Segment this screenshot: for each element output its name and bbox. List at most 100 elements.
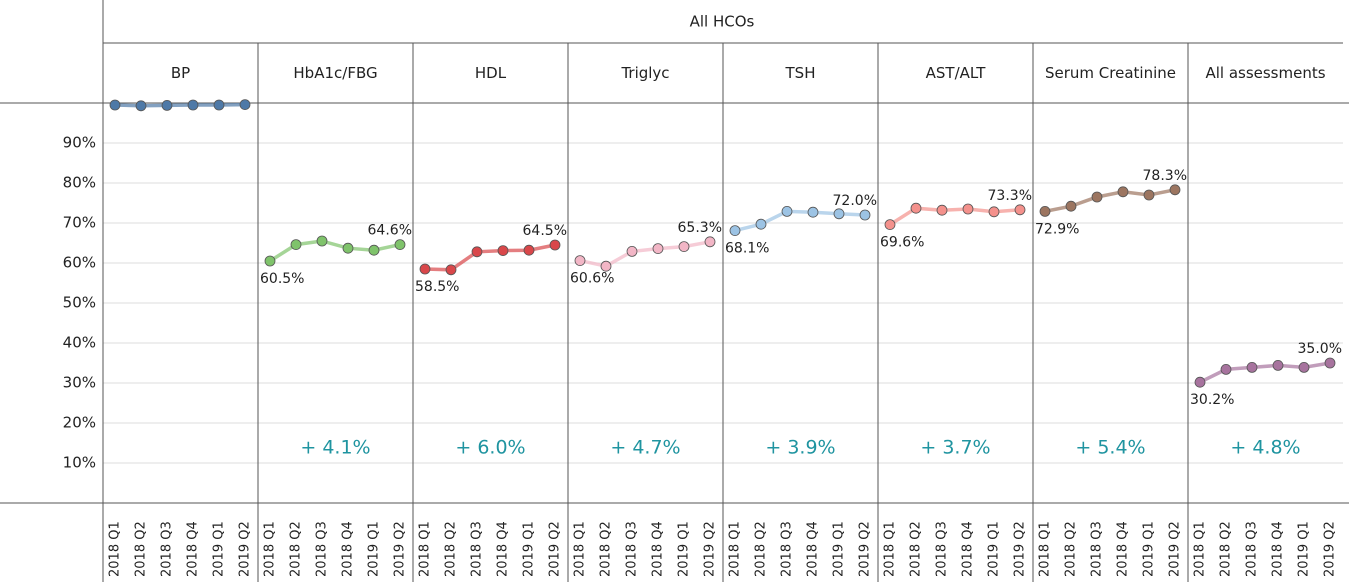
x-tick-label: 2019 Q2 [548,521,563,577]
x-tick-label: 2018 Q3 [470,521,485,577]
point [910,202,922,214]
panel-title: HDL [474,64,507,82]
point [187,99,199,111]
point [936,204,948,216]
x-tick-label: 2018 Q2 [754,521,769,577]
x-tick-label: 2019 Q1 [1297,521,1312,577]
point [1065,200,1077,212]
value-label: 65.3% [678,220,722,236]
series [264,235,406,267]
point [1143,189,1155,201]
x-tick-label: 2018 Q1 [573,521,588,577]
point [264,255,276,267]
series-line [1044,188,1176,214]
series-line [889,206,1021,227]
point [1117,186,1129,198]
x-tick-label: 2018 Q4 [651,521,666,577]
value-label: 78.3% [1143,168,1187,184]
series [1194,357,1336,388]
annotation: + 3.7% [920,437,990,459]
x-tick-label: 2018 Q2 [1064,521,1079,577]
value-label: 68.1% [725,241,769,257]
point [1220,363,1232,375]
point [755,218,767,230]
x-tick-label: 2018 Q1 [108,521,123,577]
series-line [734,209,866,233]
x-tick-label: 2018 Q4 [496,521,511,577]
point [523,244,535,256]
value-label: 69.6% [880,235,924,251]
point [1298,361,1310,373]
point [1039,205,1051,217]
series-line [1199,361,1331,384]
y-tick-label: 90% [63,134,96,152]
value-label: 64.6% [368,223,412,239]
y-tick-label: 50% [63,294,96,312]
x-tick-label: 2018 Q1 [418,521,433,577]
series [884,202,1026,231]
x-tick-label: 2018 Q2 [599,521,614,577]
y-tick-label: 20% [63,414,96,432]
value-label: 73.3% [988,188,1032,204]
annotation: + 4.1% [300,437,370,459]
annotation: + 6.0% [455,437,525,459]
x-tick-label: 2018 Q3 [315,521,330,577]
x-tick-label: 2018 Q3 [935,521,950,577]
point [962,203,974,215]
annotation: + 5.4% [1075,437,1145,459]
point [807,206,819,218]
point [729,225,741,237]
x-tick-label: 2018 Q4 [961,521,976,577]
point [471,246,483,258]
series [109,99,251,112]
x-tick-label: 2018 Q3 [780,521,795,577]
x-tick-label: 2018 Q1 [883,521,898,577]
series [419,239,561,276]
point [600,260,612,272]
x-tick-label: 2018 Q1 [728,521,743,577]
x-tick-label: 2018 Q2 [134,521,149,577]
point [678,241,690,253]
x-tick-label: 2018 Q3 [1090,521,1105,577]
point [213,99,225,111]
point [1324,357,1336,369]
series [1039,184,1181,217]
point [109,99,121,111]
panel-title: AST/ALT [925,64,986,82]
point [161,100,173,111]
point [290,239,302,251]
y-tick-label: 70% [63,214,96,232]
x-tick-label: 2019 Q1 [1142,521,1157,577]
x-tick-label: 2018 Q2 [909,521,924,577]
panel-title: Serum Creatinine [1045,64,1176,82]
x-tick-label: 2018 Q3 [160,521,175,577]
x-tick-label: 2019 Q2 [1168,521,1183,577]
value-label: 72.9% [1035,221,1079,237]
series-line [424,243,556,272]
point [316,235,328,247]
annotation: + 3.9% [765,437,835,459]
series-line [114,102,246,108]
x-tick-label: 2019 Q1 [522,521,537,577]
point [1169,184,1181,196]
point [135,100,147,112]
point [833,208,845,220]
point [988,206,1000,218]
value-label: 35.0% [1298,341,1342,357]
x-tick-label: 2018 Q1 [1038,521,1053,577]
point [781,205,793,217]
annotation: + 4.8% [1230,437,1300,459]
x-tick-label: 2019 Q2 [1323,521,1338,577]
point [497,245,509,257]
point [394,239,406,251]
x-tick-label: 2019 Q2 [393,521,408,577]
value-label: 30.2% [1190,392,1234,408]
point [884,219,896,231]
x-tick-label: 2018 Q4 [1271,521,1286,577]
value-label: 60.5% [260,271,304,287]
y-tick-label: 10% [63,454,96,472]
point [445,264,457,276]
point [574,255,586,267]
